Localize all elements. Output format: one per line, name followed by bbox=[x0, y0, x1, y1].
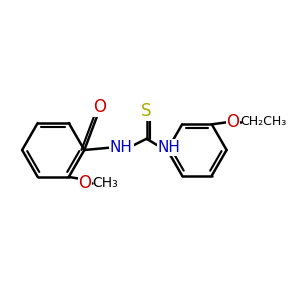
Text: S: S bbox=[141, 103, 152, 121]
Text: NH: NH bbox=[110, 140, 133, 155]
Text: O: O bbox=[226, 113, 240, 131]
Text: CH₃: CH₃ bbox=[92, 176, 118, 190]
Text: O: O bbox=[93, 98, 106, 116]
Text: CH₂CH₃: CH₂CH₃ bbox=[241, 116, 287, 128]
Text: O: O bbox=[78, 174, 92, 192]
Text: NH: NH bbox=[158, 140, 180, 155]
